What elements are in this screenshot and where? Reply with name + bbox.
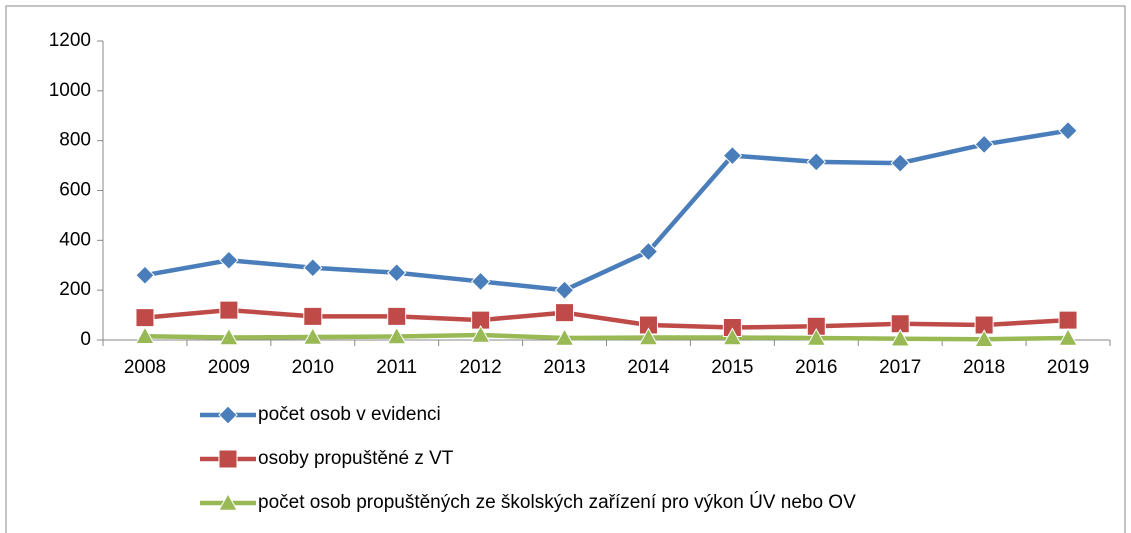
marker xyxy=(387,306,407,326)
marker xyxy=(974,315,994,335)
legend-marker xyxy=(218,492,238,511)
y-tick-label: 0 xyxy=(80,329,91,350)
legend-label: osoby propuštěné z VT xyxy=(258,448,454,469)
marker xyxy=(303,258,323,278)
y-tick-label: 1000 xyxy=(49,80,91,101)
y-tick-label: 800 xyxy=(59,130,91,151)
series-line xyxy=(144,307,1069,330)
legend-label: počet osob v evidenci xyxy=(258,404,441,425)
x-tick-label: 2014 xyxy=(627,357,670,378)
x-tick-label: 2009 xyxy=(208,357,250,378)
marker xyxy=(974,134,994,155)
marker xyxy=(1058,327,1078,346)
marker xyxy=(722,145,743,166)
marker xyxy=(890,314,910,334)
x-tick-label: 2011 xyxy=(376,357,417,378)
marker xyxy=(386,326,407,345)
marker xyxy=(555,303,575,323)
x-tick-label: 2013 xyxy=(543,357,585,378)
marker xyxy=(470,324,491,343)
marker xyxy=(219,327,239,346)
chart-border xyxy=(5,5,1126,533)
x-tick-label: 2016 xyxy=(795,357,837,378)
series-line xyxy=(144,128,1069,293)
marker xyxy=(135,308,155,328)
marker xyxy=(135,265,155,285)
marker xyxy=(387,263,407,283)
marker xyxy=(135,326,155,344)
x-tick-label: 2015 xyxy=(711,357,753,378)
y-tick-label: 1200 xyxy=(49,30,91,51)
x-tick-label: 2018 xyxy=(963,357,1005,378)
legend-marker xyxy=(218,449,238,469)
x-tick-label: 2012 xyxy=(459,357,501,378)
marker xyxy=(219,300,239,320)
marker xyxy=(890,328,911,347)
x-tick-label: 2008 xyxy=(124,357,166,378)
series-line xyxy=(144,332,1069,342)
y-tick-label: 200 xyxy=(59,279,91,300)
marker xyxy=(806,327,827,346)
marker xyxy=(1058,310,1078,330)
x-tick-label: 2017 xyxy=(879,357,921,378)
marker xyxy=(638,241,659,262)
marker xyxy=(1058,120,1078,141)
marker xyxy=(806,316,826,336)
marker xyxy=(974,329,994,347)
marker xyxy=(303,306,323,326)
marker xyxy=(554,280,575,300)
marker xyxy=(722,327,743,346)
marker xyxy=(470,271,491,292)
marker xyxy=(890,153,910,173)
x-tick-label: 2019 xyxy=(1047,357,1089,378)
marker xyxy=(638,327,659,346)
marker xyxy=(554,327,575,346)
y-tick-label: 600 xyxy=(59,180,91,201)
marker xyxy=(302,326,323,345)
marker xyxy=(219,250,239,270)
x-tick-label: 2010 xyxy=(292,357,334,378)
y-tick-label: 400 xyxy=(59,229,91,250)
legend-label: počet osob propuštěných ze školských zař… xyxy=(258,491,856,513)
marker xyxy=(806,152,826,172)
legend-marker xyxy=(218,405,238,425)
marker xyxy=(471,310,491,330)
marker xyxy=(638,315,658,335)
